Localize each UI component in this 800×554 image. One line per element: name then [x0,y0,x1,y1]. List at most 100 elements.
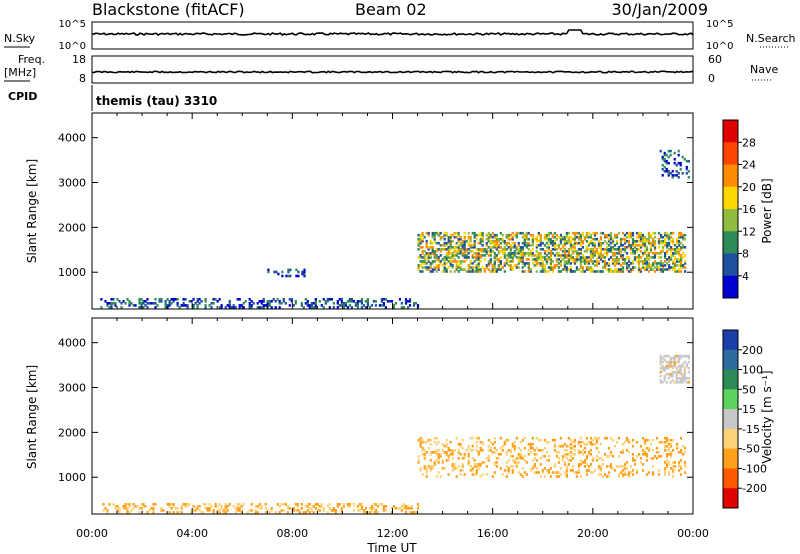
heatmap-cell [475,436,478,440]
heatmap-cell [310,306,313,309]
heatmap-cell [487,235,490,239]
heatmap-cell [641,469,645,472]
heatmap-cell [593,237,596,241]
heatmap-cell [684,262,687,265]
nsky-panel-frame [91,21,694,50]
heatmap-cell [685,167,688,171]
heatmap-cell [599,256,602,259]
heatmap-cell [423,455,426,458]
heatmap-cell [664,444,667,448]
heatmap-cell [535,250,538,253]
heatmap-cell [551,235,554,239]
heatmap-cell [499,264,502,267]
heatmap-cell [280,509,283,512]
heatmap-cell [641,233,645,237]
heatmap-cell [499,241,502,245]
heatmap-cell [657,237,661,241]
heatmap-cell [495,248,498,251]
heatmap-cell [509,244,512,247]
heatmap-cell [641,463,645,466]
heatmap-cell [653,455,657,458]
heatmap-cell [635,239,639,243]
heatmap-cell [675,354,678,358]
x-axis-label: Time UT [366,541,417,554]
heatmap-cell [471,457,474,460]
heatmap-cell [186,306,189,309]
heatmap-cell [425,266,428,269]
heatmap-cell [427,266,430,269]
heatmap-cell [515,465,518,468]
heatmap-cell [380,304,383,307]
heatmap-cell [672,266,675,269]
heatmap-cell [674,252,677,255]
heatmap-cell [224,306,227,309]
heatmap-cell [661,266,665,269]
heatmap-cell [678,241,681,245]
heatmap-cell [473,266,476,269]
heatmap-cell [670,451,673,454]
heatmap-cell [673,356,676,360]
heatmap-cell [455,266,458,269]
heatmap-cell [597,436,600,440]
heatmap-cell [605,262,609,265]
heatmap-cell [336,302,339,305]
heatmap-cell [419,241,422,245]
heatmap-cell [541,260,544,263]
heatmap-cell [475,440,478,444]
heatmap-cell [573,250,576,253]
heatmap-cell [613,258,617,261]
heatmap-cell [497,250,500,253]
heatmap-cell [659,239,663,243]
heatmap-cell [152,302,155,305]
heatmap-cell [477,268,480,271]
heatmap-cell [631,252,635,255]
heatmap-cell [134,505,137,508]
heatmap-cell [246,511,249,514]
heatmap-cell [487,239,490,243]
heatmap-cell [240,304,243,307]
heatmap-cell [509,252,512,255]
heatmap-cell [676,237,679,241]
heatmap-cell [433,268,436,271]
heatmap-cell [653,248,657,251]
heatmap-cell [631,248,635,251]
heatmap-cell [483,258,486,261]
heatmap-cell [547,455,550,458]
heatmap-cell [437,264,440,267]
heatmap-cell [487,268,490,271]
heatmap-cell [475,465,478,468]
power-panel-frame [91,112,694,310]
heatmap-cell [563,250,566,253]
heatmap-cell [621,248,625,251]
y-tick-label: 2000 [58,221,86,234]
heatmap-cell [292,304,295,307]
heatmap-cell [451,256,454,259]
heatmap-cell [680,260,683,263]
heatmap-cell [266,509,269,512]
heatmap-cell [274,300,277,303]
heatmap-cell [615,233,619,237]
heatmap-cell [469,266,472,269]
heatmap-cell [601,266,604,269]
heatmap-cell [408,300,412,303]
heatmap-cell [489,248,492,251]
heatmap-cell [577,440,580,444]
heatmap-cell [575,471,578,474]
heatmap-cell [421,262,424,265]
colorbar-swatch [723,448,738,469]
heatmap-cell [419,239,422,243]
heatmap-cell [529,469,532,472]
heatmap-cell [649,266,653,269]
heatmap-cell [318,505,321,508]
heatmap-cell [273,270,276,274]
heatmap-cell [641,453,645,456]
heatmap-cell [453,467,456,470]
heatmap-cell [505,258,508,261]
heatmap-cell [513,250,516,253]
heatmap-cell [228,300,231,303]
heatmap-cell [682,266,685,269]
heatmap-cell [665,381,668,384]
heatmap-cell [682,237,685,241]
heatmap-cell [433,233,436,237]
heatmap-cell [591,256,594,259]
